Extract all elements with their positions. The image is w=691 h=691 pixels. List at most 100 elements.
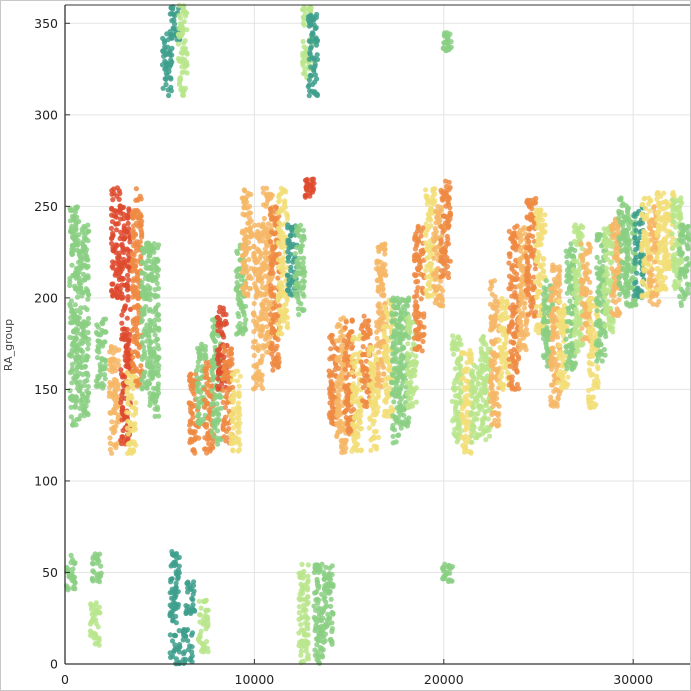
data-point <box>222 318 229 324</box>
data-point <box>384 413 390 419</box>
point-cluster <box>124 369 139 456</box>
data-point <box>100 329 106 335</box>
data-point <box>337 418 343 424</box>
data-point <box>184 50 190 56</box>
data-point <box>315 638 321 644</box>
data-point <box>396 406 402 412</box>
data-point <box>379 318 385 324</box>
data-point <box>169 35 175 41</box>
data-point <box>441 573 447 580</box>
data-point <box>338 377 344 383</box>
data-point <box>278 282 284 288</box>
data-point <box>369 392 375 398</box>
data-point <box>239 304 245 310</box>
data-point <box>121 335 127 341</box>
data-point <box>115 386 121 392</box>
data-point <box>188 371 194 377</box>
data-point <box>154 336 160 342</box>
data-point <box>68 298 74 304</box>
data-point <box>221 359 228 365</box>
data-point <box>137 239 143 245</box>
data-point <box>102 376 108 382</box>
data-point <box>237 373 243 379</box>
data-point <box>381 247 388 253</box>
data-point <box>185 604 191 610</box>
data-point <box>109 369 115 375</box>
data-point <box>119 417 125 423</box>
data-point <box>470 383 476 389</box>
data-point <box>161 40 167 46</box>
data-point <box>130 227 136 233</box>
data-point <box>420 338 426 345</box>
data-point <box>189 644 195 650</box>
data-point <box>305 562 311 568</box>
data-point <box>427 217 434 223</box>
data-point <box>137 193 143 199</box>
data-point <box>288 233 294 239</box>
data-point <box>189 429 195 435</box>
data-point <box>209 317 216 323</box>
data-point <box>342 325 348 331</box>
data-point <box>110 293 116 299</box>
data-point <box>487 433 493 439</box>
data-point <box>187 377 193 383</box>
data-point <box>141 374 147 380</box>
data-point <box>366 351 372 358</box>
data-point <box>397 317 403 323</box>
data-point <box>189 607 195 613</box>
data-point <box>328 383 334 389</box>
data-point <box>101 372 108 378</box>
data-point <box>300 278 306 284</box>
data-point <box>296 630 302 636</box>
data-point <box>224 369 230 375</box>
data-point <box>447 216 453 222</box>
data-point <box>215 441 221 447</box>
data-point <box>155 302 161 308</box>
data-point <box>133 400 139 406</box>
data-point <box>413 251 419 257</box>
data-point <box>454 359 460 365</box>
data-point <box>156 346 162 352</box>
data-point <box>247 286 253 292</box>
data-point <box>301 293 307 299</box>
data-point <box>71 340 77 346</box>
data-point <box>134 341 140 347</box>
data-point <box>323 574 329 580</box>
data-point <box>298 622 304 628</box>
data-point <box>279 205 285 212</box>
data-point <box>187 439 193 446</box>
data-point <box>77 309 83 316</box>
data-point <box>69 213 75 219</box>
data-point <box>303 648 309 654</box>
data-point <box>195 359 201 365</box>
data-point <box>110 233 116 239</box>
data-point <box>389 318 395 324</box>
data-point <box>285 237 291 243</box>
data-point <box>301 236 307 242</box>
data-point <box>144 363 150 369</box>
data-point <box>88 619 94 625</box>
data-point <box>221 334 227 340</box>
data-point <box>434 297 440 303</box>
data-point <box>431 238 437 244</box>
data-point <box>252 268 258 274</box>
data-point <box>445 270 451 277</box>
data-point <box>376 326 382 333</box>
data-point <box>120 294 126 300</box>
data-point <box>390 345 396 351</box>
data-point <box>350 352 356 358</box>
data-point <box>259 327 265 333</box>
data-point <box>103 316 109 322</box>
data-point <box>133 284 139 290</box>
data-point <box>405 341 411 347</box>
data-point <box>329 420 335 426</box>
data-point <box>210 400 216 406</box>
data-point <box>111 407 117 413</box>
data-point <box>234 280 240 286</box>
data-point <box>335 390 341 396</box>
data-point <box>270 367 276 373</box>
data-point <box>182 45 189 52</box>
data-point <box>416 238 422 244</box>
data-point <box>139 385 145 391</box>
data-point <box>306 93 312 99</box>
